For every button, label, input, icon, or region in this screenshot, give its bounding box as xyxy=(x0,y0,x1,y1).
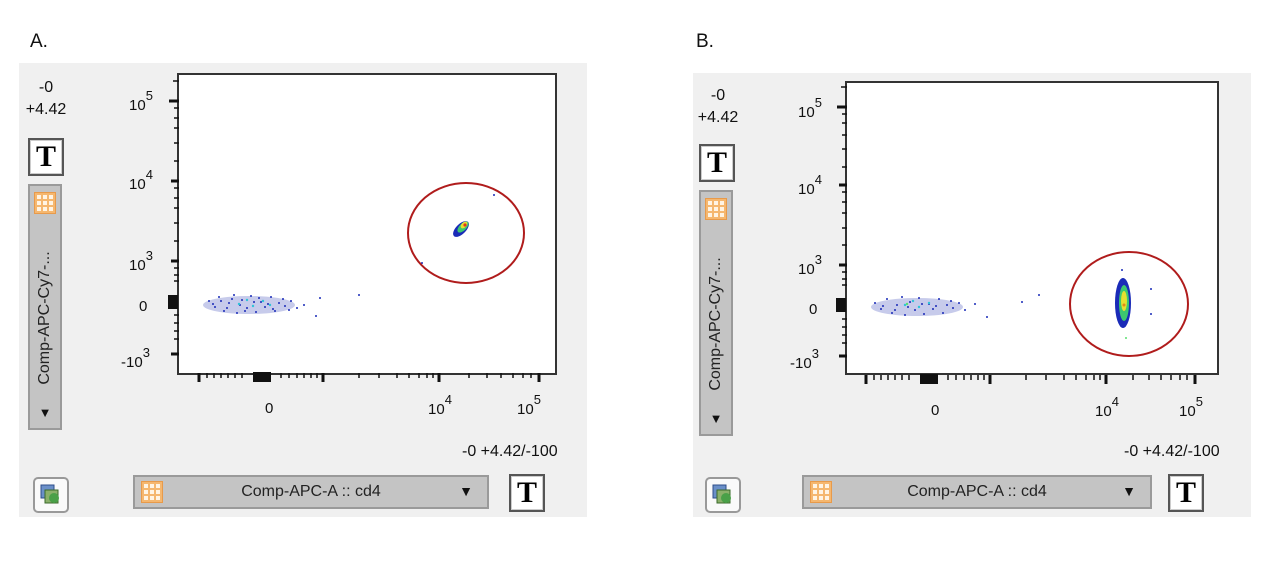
layers-icon xyxy=(40,484,59,504)
y-max-value: +4.42 xyxy=(697,109,739,126)
figure-label-b: B. xyxy=(696,31,714,52)
grid-icon xyxy=(705,198,727,220)
x-transform-values: -0 +4.42/-100 xyxy=(1124,443,1220,460)
chevron-down-icon: ▼ xyxy=(38,405,52,420)
grid-icon xyxy=(141,481,163,503)
y-tick-1e3: 103 xyxy=(798,252,822,278)
scatter-plot-area[interactable] xyxy=(845,81,1219,375)
x-transform-values: -0 +4.42/-100 xyxy=(462,443,558,460)
scatter-points xyxy=(871,251,1189,357)
y-tick-0: 0 xyxy=(809,301,818,318)
layers-icon xyxy=(712,484,731,504)
x-tick-0: 0 xyxy=(265,400,274,417)
figure-label-a: A. xyxy=(30,31,48,52)
y-axis-parameter-dropdown[interactable]: Comp-APC-Cy7-... ▼ xyxy=(28,184,62,430)
scatter-plot-area[interactable] xyxy=(177,73,557,375)
y-transform-values: -0 +4.42 xyxy=(693,85,743,129)
y-tick-0: 0 xyxy=(139,298,148,315)
y-axis-parameter-dropdown[interactable]: Comp-APC-Cy7-... ▼ xyxy=(699,190,733,436)
gated-population xyxy=(1115,269,1152,339)
x-axis-parameter-label: Comp-APC-A :: cd4 xyxy=(241,483,381,500)
x-tick-1e5: 105 xyxy=(1179,394,1203,420)
y-transform-button[interactable]: T xyxy=(699,144,735,182)
x-axis-parameter-dropdown[interactable]: Comp-APC-A :: cd4 ▼ xyxy=(133,475,489,509)
y-min-value: -0 xyxy=(710,87,726,104)
chevron-down-icon: ▼ xyxy=(459,483,473,499)
y-tick-1e3: 103 xyxy=(129,248,153,274)
x-axis-parameter-label: Comp-APC-A :: cd4 xyxy=(907,483,1047,500)
x-transform-button[interactable]: T xyxy=(1168,474,1204,512)
y-tick-1e4: 104 xyxy=(798,172,822,198)
x-transform-button[interactable]: T xyxy=(509,474,545,512)
chevron-down-icon: ▼ xyxy=(709,411,723,426)
layers-button[interactable] xyxy=(33,477,69,513)
y-max-value: +4.42 xyxy=(25,101,67,118)
flow-plot-panel-b: -0 +4.42 T Comp-APC-Cy7-... ▼ 105 104 10… xyxy=(693,73,1251,517)
y-min-value: -0 xyxy=(38,79,54,96)
flow-plot-panel-a: -0 +4.42 T Comp-APC-Cy7-... ▼ 105 104 10… xyxy=(19,63,587,517)
layers-button[interactable] xyxy=(705,477,741,513)
x-tick-1e4: 104 xyxy=(1095,394,1119,420)
scatter-points xyxy=(203,182,525,317)
grid-icon xyxy=(810,481,832,503)
y-transform-values: -0 +4.42 xyxy=(19,77,73,121)
y-tick-1e5: 105 xyxy=(129,88,153,114)
x-axis-parameter-dropdown[interactable]: Comp-APC-A :: cd4 ▼ xyxy=(802,475,1152,509)
y-tick-neg1e3: -103 xyxy=(790,346,819,372)
y-transform-button[interactable]: T xyxy=(28,138,64,176)
grid-icon xyxy=(34,192,56,214)
y-axis-parameter-label: Comp-APC-Cy7-... xyxy=(36,251,53,385)
gated-population xyxy=(421,194,495,264)
x-tick-1e5: 105 xyxy=(517,392,541,418)
negative-population xyxy=(203,294,360,317)
y-tick-1e4: 104 xyxy=(129,167,153,193)
x-tick-1e4: 104 xyxy=(428,392,452,418)
y-tick-neg1e3: -103 xyxy=(121,345,150,371)
y-axis-parameter-label: Comp-APC-Cy7-... xyxy=(707,257,724,391)
y-tick-1e5: 105 xyxy=(798,95,822,121)
negative-population xyxy=(871,294,1040,318)
x-tick-0: 0 xyxy=(931,402,940,419)
chevron-down-icon: ▼ xyxy=(1122,483,1136,499)
gate-ellipse xyxy=(1069,251,1189,357)
gate-ellipse xyxy=(407,182,525,284)
